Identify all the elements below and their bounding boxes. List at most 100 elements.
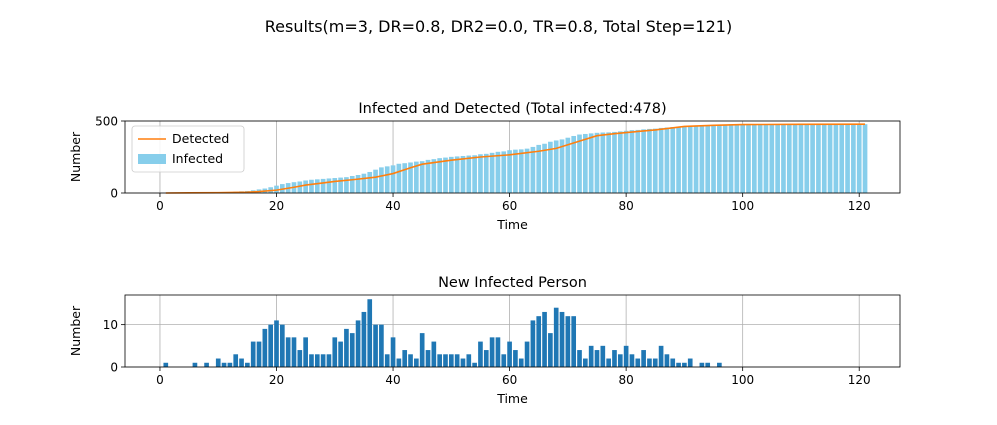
x-tick-label: 120: [848, 199, 871, 213]
bar: [653, 359, 658, 367]
bar: [758, 124, 763, 193]
bar: [647, 129, 652, 193]
bar: [408, 354, 413, 367]
y-tick-label: 0: [110, 187, 118, 201]
bar: [583, 359, 588, 367]
bar: [606, 359, 611, 367]
bar: [595, 350, 600, 367]
bar: [461, 156, 466, 193]
bar: [472, 363, 477, 367]
bar: [437, 158, 442, 193]
bar: [362, 174, 367, 193]
bar: [804, 124, 809, 193]
legend-detected-label: Detected: [172, 131, 229, 146]
bar: [309, 354, 314, 367]
bar: [216, 359, 221, 367]
x-tick-label: 20: [269, 199, 284, 213]
bar: [676, 363, 681, 367]
bar: [752, 124, 757, 193]
bar: [612, 350, 617, 367]
bar: [548, 333, 553, 367]
bar: [519, 359, 524, 367]
bar: [373, 325, 378, 367]
x-tick-label: 40: [385, 373, 400, 387]
y-tick-label: 0: [110, 361, 118, 375]
bar: [373, 170, 378, 193]
x-tick-label: 100: [731, 373, 754, 387]
bar: [478, 154, 483, 193]
bar: [682, 363, 687, 367]
y-axis-label: Number: [68, 305, 83, 356]
bar: [531, 147, 536, 193]
bar: [466, 156, 471, 193]
x-tick-label: 60: [502, 373, 517, 387]
bar: [426, 160, 431, 193]
bar: [577, 135, 582, 193]
bar: [228, 363, 233, 367]
bar: [571, 316, 576, 367]
x-tick-label: 100: [731, 199, 754, 213]
bar: [496, 152, 501, 193]
bar: [327, 178, 332, 193]
bar: [630, 354, 635, 367]
bar: [635, 130, 640, 193]
bar: [618, 131, 623, 193]
bar: [402, 163, 407, 193]
bar: [484, 350, 489, 367]
bar: [437, 354, 442, 367]
bar: [402, 350, 407, 367]
bar: [700, 363, 705, 367]
bar: [787, 124, 792, 193]
bar: [641, 350, 646, 367]
bar: [536, 316, 541, 367]
bar: [816, 124, 821, 193]
bar: [443, 158, 448, 193]
bar: [606, 132, 611, 193]
bar: [263, 329, 268, 367]
bar: [810, 124, 815, 193]
bar: [490, 153, 495, 193]
bar: [729, 124, 734, 193]
bar: [321, 354, 326, 367]
bar: [484, 154, 489, 193]
bar: [705, 363, 710, 367]
x-tick-label: 80: [618, 373, 633, 387]
x-tick-label: 120: [848, 373, 871, 387]
bar: [478, 342, 483, 367]
bar: [554, 308, 559, 367]
bar: [845, 124, 850, 193]
bar: [397, 359, 402, 367]
bar: [700, 125, 705, 193]
bar: [350, 333, 355, 367]
bar: [455, 156, 460, 193]
bar: [694, 126, 699, 193]
bar: [577, 350, 582, 367]
bar: [525, 342, 530, 367]
bar: [688, 126, 693, 193]
bar: [455, 354, 460, 367]
bar: [303, 180, 308, 193]
y-axis-label: Number: [68, 131, 83, 182]
y-tick-label: 500: [95, 115, 118, 129]
bar: [513, 350, 518, 367]
bar: [449, 354, 454, 367]
bar: [566, 316, 571, 367]
bar: [641, 129, 646, 193]
axes-title: New Infected Person: [438, 275, 587, 291]
bar: [379, 167, 384, 193]
bar: [630, 130, 635, 193]
bar: [542, 312, 547, 367]
bar: [793, 124, 798, 193]
axes-title: Infected and Detected (Total infected:47…: [358, 101, 666, 117]
bar: [297, 350, 302, 367]
bar: [321, 179, 326, 193]
bar: [204, 363, 209, 367]
bar: [268, 325, 273, 367]
bar: [600, 346, 605, 367]
bar: [839, 124, 844, 193]
bar: [420, 333, 425, 367]
bar: [432, 159, 437, 193]
bar: [367, 299, 372, 367]
